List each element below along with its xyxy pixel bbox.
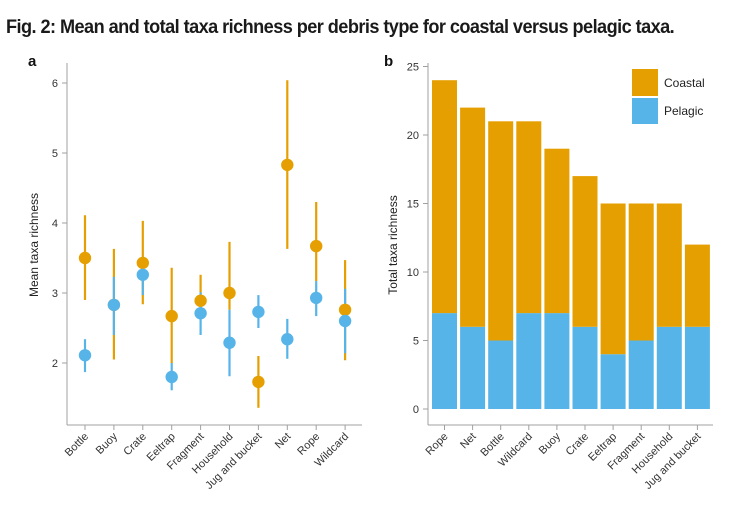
panel-b-y-tick-label: 10 [407,267,419,279]
panel-b-bar-pelagic [460,326,486,409]
panel-b-bar-pelagic [488,340,514,409]
panel-b-y-tick-label: 20 [407,130,419,142]
panel-a-x-tick-label: Buoy [94,430,121,457]
panel-a-point-pelagic [78,349,92,362]
panel-b-bar-coastal [432,80,457,314]
panel-b-bar-coastal [628,203,654,341]
panel-b-x-tick-label: Net [458,431,479,452]
panel-a-point-pelagic [165,370,178,384]
legend-swatch-pelagic [632,98,658,124]
panel-a-point-pelagic [252,305,265,319]
panel-b-bar-coastal [600,203,626,355]
panel-a-point-coastal [281,158,294,172]
panel-b-bar-coastal [656,203,682,327]
panel-b-bar-coastal [544,148,570,314]
panel-a-point-pelagic [338,314,352,328]
panel-b-bar-pelagic [516,313,542,409]
panel-a-y-tick-label: 5 [52,148,58,160]
panel-a-x-tick-label: Rope [295,431,322,458]
panel-b-total-richness-chart: b Total taxa richness 0 5 10 15 20 25 Rope Net… [384,53,713,492]
panel-a-y-tick-label: 4 [52,218,58,230]
panel-b-legend: Coastal Pelagic [632,69,705,124]
panel-b-y-tick-label: 0 [413,404,419,416]
panel-a-x-tick-label: Net [273,431,294,452]
panel-a-y-axis-title: Mean taxa richness [27,193,41,297]
panel-b-x-tick-label: Rope [424,431,451,458]
panel-a-label: a [28,53,37,70]
panel-b-bar-pelagic [432,313,457,409]
panel-a-point-coastal [223,286,236,300]
panel-b-bar-coastal [684,244,710,327]
panel-a-point-pelagic [194,307,207,320]
panel-b-bar-pelagic [544,313,570,409]
panel-a-point-coastal [136,256,149,270]
panel-a-point-pelagic [281,333,294,346]
panel-b-bar-pelagic [572,326,598,409]
panel-b-y-axis-title: Total taxa richness [386,195,400,294]
panel-a-point-coastal [252,375,265,389]
panel-b-bar-pelagic [684,326,710,409]
panel-a-point-pelagic [136,268,149,281]
panel-b-y-tick-label: 15 [407,199,419,211]
panel-b-bar-pelagic [600,354,626,409]
panel-a-x-tick-label: Bottle [63,431,91,459]
panel-b-bar-coastal [460,107,486,327]
panel-a-y-tick-label: 6 [52,78,58,90]
panel-a-point-coastal [78,251,92,265]
panel-a-y-tick-label: 2 [52,358,58,370]
panel-a-point-pelagic [107,298,121,312]
panel-b-x-tick-label: Buoy [537,430,564,457]
panel-a-point-coastal [310,239,323,253]
panel-b-bar-coastal [516,121,542,314]
legend-label-pelagic: Pelagic [664,104,703,118]
panel-a-point-coastal [194,294,207,307]
panel-a-point-pelagic [310,291,323,305]
legend-label-coastal: Coastal [664,76,705,90]
panel-a-y-tick-label: 3 [52,288,58,300]
panel-b-bar-pelagic [628,340,654,409]
figure-title: Fig. 2: Mean and total taxa richness per… [6,16,675,38]
panel-b-y-tick-label: 5 [413,336,419,348]
panel-a-point-pelagic [223,336,236,349]
panel-b-bar-coastal [488,121,514,341]
panel-b-label: b [384,53,393,70]
legend-swatch-coastal [632,69,658,96]
panel-b-bar-coastal [572,176,598,327]
panel-b-bar-pelagic [656,326,682,409]
panel-a-point-coastal [338,303,352,316]
panel-b-y-tick-label: 25 [407,62,419,74]
panel-a-point-coastal [165,309,178,323]
